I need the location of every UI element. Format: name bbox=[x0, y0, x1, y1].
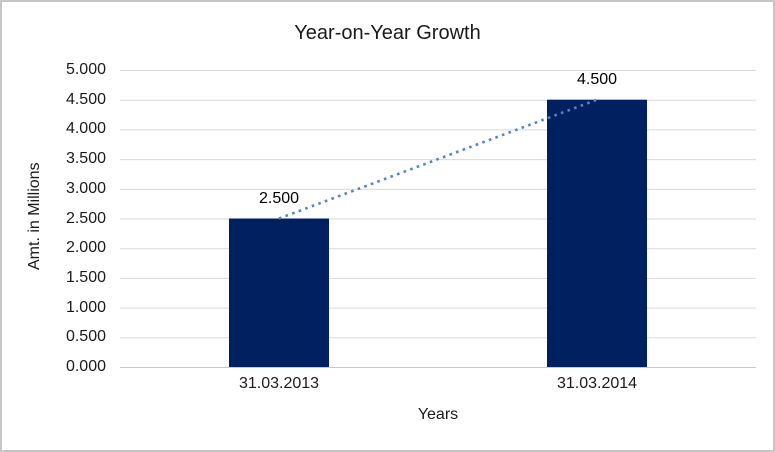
x-tick-label: 31.03.2014 bbox=[556, 375, 638, 392]
y-tick-label: 4.500 bbox=[65, 90, 106, 108]
y-tick-label: 5.000 bbox=[65, 61, 106, 78]
y-tick-label: 4.000 bbox=[65, 120, 106, 138]
bar-31.03.2013 bbox=[229, 218, 329, 367]
y-tick-label: 2.500 bbox=[65, 209, 106, 227]
plot-area bbox=[120, 70, 756, 368]
y-tick-label: 2.000 bbox=[65, 239, 106, 257]
y-tick-label: 0.500 bbox=[65, 328, 106, 346]
bar-31.03.2014 bbox=[547, 99, 647, 367]
y-tick-label: 3.000 bbox=[65, 179, 106, 197]
bar-value-label: 2.500 bbox=[258, 189, 300, 207]
x-axis-title: Years bbox=[417, 406, 459, 423]
y-tick-label: 0.000 bbox=[65, 358, 106, 375]
y-tick-label: 1.500 bbox=[65, 268, 106, 286]
y-tick-label: 1.000 bbox=[65, 298, 106, 316]
x-tick-label: 31.03.2013 bbox=[238, 375, 320, 392]
y-tick-label: 3.500 bbox=[65, 150, 106, 168]
chart-title: Year-on-Year Growth bbox=[294, 22, 481, 44]
bar-value-label: 4.500 bbox=[576, 70, 618, 88]
trendline bbox=[278, 98, 598, 220]
